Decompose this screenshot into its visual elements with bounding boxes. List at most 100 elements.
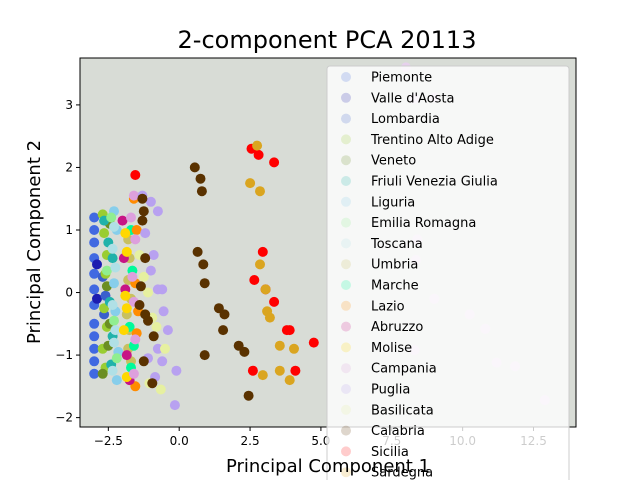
data-point <box>130 234 141 245</box>
data-point <box>130 334 141 345</box>
data-point <box>199 278 210 289</box>
legend-entry: Basilicata <box>371 403 434 418</box>
data-point <box>121 246 132 257</box>
data-point <box>290 365 301 376</box>
data-point <box>249 275 260 285</box>
data-point <box>152 206 163 217</box>
data-point <box>107 300 118 310</box>
data-point <box>109 315 119 326</box>
data-point <box>192 246 203 257</box>
data-point <box>121 350 132 361</box>
data-point <box>120 290 131 301</box>
legend-marker <box>341 92 351 103</box>
legend-marker <box>341 196 351 207</box>
data-point <box>92 259 102 270</box>
data-point <box>140 228 151 239</box>
legend-marker <box>341 155 351 166</box>
legend-marker <box>341 238 351 249</box>
data-point <box>99 228 110 239</box>
data-point <box>143 287 153 298</box>
data-point <box>127 271 138 282</box>
data-point <box>253 149 264 160</box>
data-point <box>260 284 271 295</box>
legend-marker <box>341 384 351 394</box>
data-point <box>126 212 136 223</box>
data-point <box>269 296 280 307</box>
x-tick-label: 5.0 <box>311 434 330 448</box>
data-point <box>138 356 149 367</box>
data-point <box>171 365 182 376</box>
data-point <box>145 265 156 276</box>
data-point <box>264 312 275 323</box>
data-point <box>109 221 119 232</box>
data-point <box>245 178 256 189</box>
legend-entry: Puglia <box>371 383 410 398</box>
data-point <box>137 193 148 204</box>
data-point <box>195 173 206 184</box>
data-point <box>247 365 258 376</box>
data-point <box>218 325 229 336</box>
x-tick-label: 0.0 <box>170 434 189 448</box>
legend-marker <box>341 425 351 436</box>
legend-entry: Calabria <box>371 424 425 439</box>
data-point <box>145 196 156 207</box>
legend-entry: Marche <box>371 279 419 294</box>
legend-marker <box>341 134 351 145</box>
legend-marker <box>341 113 351 124</box>
data-point <box>257 370 268 381</box>
data-point <box>109 278 119 289</box>
legend-entry: Toscana <box>370 237 423 252</box>
legend-marker <box>341 404 351 415</box>
data-point <box>97 368 108 379</box>
legend-entry: Valle d'Aosta <box>371 91 454 106</box>
data-point <box>89 356 100 367</box>
data-point <box>121 303 132 314</box>
legend: Piemonte Valle d'Aosta Lombardia Trentino A… <box>326 65 570 480</box>
data-point <box>89 212 100 223</box>
legend-entry: Friuli Venezia Giulia <box>371 175 498 190</box>
data-point <box>148 331 159 342</box>
legend-marker <box>341 446 351 457</box>
data-point <box>274 365 285 376</box>
data-point <box>138 206 149 217</box>
data-point <box>107 243 118 254</box>
y-tick-label: 1 <box>65 223 73 237</box>
legend-entry: Umbria <box>371 258 418 273</box>
data-point <box>189 162 200 173</box>
legend-marker <box>341 259 351 270</box>
legend-entry: Piemonte <box>371 71 432 86</box>
data-point <box>255 259 265 270</box>
data-point <box>89 237 100 248</box>
data-point <box>111 375 122 386</box>
legend-marker <box>341 300 351 311</box>
x-tick-label: −2.5 <box>94 434 123 448</box>
legend-entry: Sardegna <box>371 466 433 480</box>
data-point <box>152 343 163 354</box>
data-point <box>89 318 100 329</box>
data-point <box>143 315 153 326</box>
data-point <box>257 246 268 257</box>
legend-marker <box>341 321 351 332</box>
data-point <box>92 293 102 304</box>
data-point <box>162 325 173 336</box>
legend-entry: Lazio <box>371 299 405 314</box>
legend-entry: Veneto <box>371 154 416 169</box>
data-point <box>157 356 168 367</box>
data-point <box>89 368 100 379</box>
chart-title: 2-component PCA 20113 <box>178 26 477 54</box>
legend-entry: Emilia Romagna <box>371 216 476 231</box>
data-point <box>269 157 280 168</box>
data-point <box>138 271 149 282</box>
y-tick-label: 0 <box>65 286 73 300</box>
legend-entry: Trentino Alto Adige <box>370 133 494 148</box>
data-point <box>128 190 139 201</box>
data-point <box>107 365 118 376</box>
legend-box <box>326 65 570 480</box>
data-point <box>89 284 100 295</box>
data-point <box>130 170 141 180</box>
data-point <box>109 337 119 348</box>
legend-marker <box>341 72 351 82</box>
data-point <box>89 331 100 342</box>
data-point <box>289 343 299 354</box>
y-tick-label: −1 <box>55 348 73 362</box>
